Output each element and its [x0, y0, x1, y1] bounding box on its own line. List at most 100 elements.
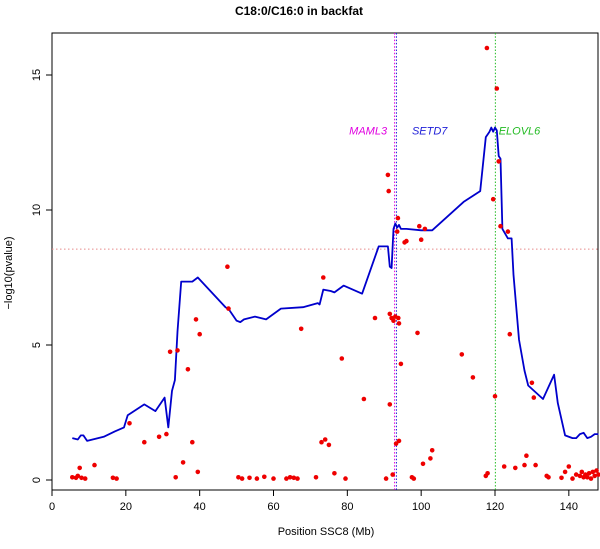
- snp-point: [387, 311, 393, 317]
- snp-point: [590, 469, 596, 475]
- y-axis-label: −log10(pvalue): [3, 236, 15, 309]
- snp-point: [195, 469, 201, 475]
- snp-point: [393, 441, 399, 446]
- snp-point: [492, 394, 498, 399]
- snp-point: [127, 421, 132, 426]
- snp-point: [114, 476, 119, 481]
- snp-point: [596, 472, 600, 477]
- snp-point: [319, 439, 324, 445]
- y-tick-label: 15: [31, 69, 43, 81]
- snp-point: [77, 465, 82, 471]
- snp-point: [326, 442, 332, 448]
- x-tick-label: 40: [194, 501, 206, 513]
- chart-title: C18:0/C16:0 in backfat: [235, 4, 363, 18]
- snp-point: [247, 475, 252, 481]
- snp-point: [470, 375, 476, 380]
- snp-point: [173, 475, 178, 480]
- snp-point: [415, 330, 420, 336]
- snp-point: [284, 476, 289, 481]
- snp-point: [588, 476, 594, 481]
- snp-point: [531, 395, 537, 400]
- snp-point: [385, 172, 391, 178]
- snp-point: [239, 476, 245, 481]
- snp-point: [579, 469, 585, 475]
- snp-point: [573, 472, 579, 477]
- snp-point: [498, 223, 503, 229]
- snp-point: [570, 476, 575, 481]
- snp-point: [505, 229, 511, 234]
- snp-point: [422, 226, 428, 232]
- x-axis: 0 20 40 60 80 100 120 140: [49, 490, 578, 513]
- gene-label-maml3: MAML3: [349, 125, 388, 137]
- snp-point: [298, 326, 304, 332]
- snp-point: [529, 380, 535, 386]
- snp-point: [70, 475, 75, 480]
- snp-point: [287, 475, 293, 480]
- snp-point: [193, 317, 199, 322]
- snp-point: [586, 471, 592, 476]
- snp-point: [190, 439, 195, 445]
- snp-point: [313, 475, 319, 480]
- gene-label-setd7: SETD7: [412, 125, 448, 137]
- snp-point: [396, 438, 402, 444]
- snp-point: [142, 439, 147, 445]
- snp-point: [411, 476, 417, 481]
- y-tick-label: 10: [31, 204, 43, 216]
- snp-point: [225, 264, 230, 270]
- snp-point: [394, 229, 400, 234]
- snp-point: [79, 475, 84, 481]
- snp-point: [485, 471, 490, 476]
- plot-area: [51, 32, 599, 491]
- snp-point: [390, 472, 396, 477]
- snp-point: [396, 321, 402, 326]
- snp-point: [361, 396, 367, 402]
- association-curve: [72, 126, 599, 442]
- snp-point: [395, 215, 401, 221]
- snp-point: [167, 349, 173, 355]
- snp-point: [383, 476, 389, 481]
- snp-point: [387, 402, 393, 407]
- snp-point: [236, 475, 241, 480]
- snp-point: [391, 318, 396, 324]
- x-tick-label: 0: [49, 501, 55, 513]
- snp-point: [522, 462, 527, 468]
- snp-point: [262, 474, 267, 480]
- snp-point: [594, 468, 599, 473]
- x-tick-label: 80: [341, 501, 353, 513]
- snp-point: [295, 476, 300, 481]
- snp-point: [291, 475, 297, 481]
- y-tick-label: 5: [31, 342, 43, 348]
- snp-point: [175, 348, 180, 353]
- plot-border: [51, 32, 599, 491]
- y-tick-label: 0: [31, 477, 43, 483]
- snp-point: [180, 460, 186, 465]
- snp-point: [92, 462, 97, 468]
- snp-point: [386, 188, 392, 194]
- snp-point: [82, 476, 88, 481]
- x-axis-label: Position SSC8 (Mb): [278, 526, 375, 538]
- snp-point: [577, 473, 583, 479]
- snp-point: [559, 475, 564, 481]
- snp-point: [75, 473, 81, 479]
- x-tick-label: 100: [412, 501, 430, 513]
- snp-point: [513, 465, 518, 471]
- association-line-layer: [72, 126, 599, 442]
- snp-point: [226, 306, 231, 311]
- x-tick-label: 60: [267, 501, 279, 513]
- x-tick-label: 20: [120, 501, 132, 513]
- x-tick-label: 120: [486, 501, 504, 513]
- snp-point: [496, 159, 502, 164]
- snp-point: [592, 473, 597, 479]
- snp-point: [110, 475, 116, 481]
- snp-point: [484, 45, 490, 51]
- snp-point: [332, 471, 337, 476]
- x-tick-label: 140: [560, 501, 578, 513]
- y-axis: 0 5 10 15: [31, 69, 52, 483]
- gene-markers-layer: MAML3 SETD7 ELOVL6: [349, 33, 541, 490]
- snp-point: [418, 237, 424, 242]
- snp-point: [494, 86, 500, 91]
- snp-point: [533, 462, 538, 468]
- snp-point: [339, 356, 345, 361]
- snp-point: [501, 464, 507, 469]
